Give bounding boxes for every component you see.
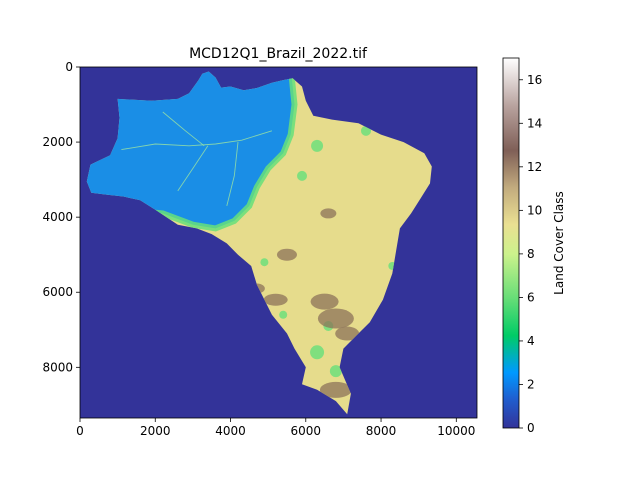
y-tick-label: 2000 — [42, 135, 73, 149]
x-tick-label: 4000 — [215, 424, 246, 438]
colorbar-gradient — [502, 57, 520, 429]
land-detail — [86, 71, 397, 398]
chart-title: MCD12Q1_Brazil_2022.tif — [189, 46, 368, 62]
y-axis: 0 2000 4000 6000 8000 — [42, 60, 80, 374]
cropland-patch — [320, 208, 337, 219]
colorbar: 0 2 4 6 8 10 12 14 16 Land Cover Class — [502, 57, 566, 435]
x-tick-label: 6000 — [291, 424, 322, 438]
cropland-patch — [276, 248, 297, 261]
y-tick-label: 4000 — [42, 210, 73, 224]
forest-edge — [86, 71, 298, 232]
x-tick-label: 10000 — [437, 424, 475, 438]
region-amazon — [86, 71, 295, 229]
river — [177, 145, 209, 192]
grassland-patch — [329, 365, 342, 378]
grassland-patch — [297, 170, 308, 181]
grassland-patch — [279, 310, 288, 319]
plot-frame — [79, 66, 478, 419]
colorbar-ticks: 0 2 4 6 8 10 12 14 16 — [519, 73, 542, 435]
colorbar-tick-label: 10 — [527, 203, 542, 217]
x-tick-label: 8000 — [366, 424, 397, 438]
grassland-patch — [311, 139, 324, 152]
y-tick-label: 0 — [65, 60, 73, 74]
colorbar-tick-label: 2 — [527, 377, 535, 391]
x-tick-label: 0 — [76, 424, 84, 438]
cropland-patch — [319, 381, 352, 398]
y-tick-label: 8000 — [42, 360, 73, 374]
cropland-patch — [317, 308, 354, 329]
grassland-patch — [360, 125, 371, 136]
cropland-patch — [263, 293, 288, 306]
colorbar-label: Land Cover Class — [552, 191, 566, 295]
grassland-patch — [260, 258, 269, 267]
colorbar-tick-label: 8 — [527, 247, 535, 261]
river — [121, 130, 273, 151]
colorbar-tick-label: 16 — [527, 73, 542, 87]
x-axis: 0 2000 4000 6000 8000 10000 — [76, 418, 475, 438]
x-tick-label: 2000 — [140, 424, 171, 438]
colorbar-tick-label: 14 — [527, 116, 542, 130]
grassland-patch — [310, 345, 325, 360]
map-image — [79, 66, 478, 419]
colorbar-tick-label: 6 — [527, 290, 535, 304]
river — [162, 111, 205, 147]
brazil-landmass — [86, 71, 432, 415]
colorbar-tick-label: 0 — [527, 421, 535, 435]
cropland-patch — [310, 293, 339, 310]
cropland-patch — [335, 326, 360, 341]
river — [226, 142, 239, 207]
colorbar-tick-label: 4 — [527, 334, 535, 348]
y-tick-label: 6000 — [42, 285, 73, 299]
colorbar-tick-label: 12 — [527, 160, 542, 174]
